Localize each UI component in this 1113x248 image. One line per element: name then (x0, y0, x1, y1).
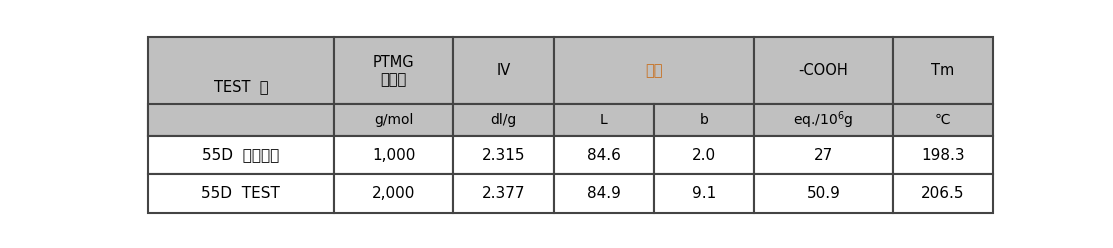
Bar (334, 104, 453, 136)
Bar (755, 174, 893, 213)
Bar (148, 174, 334, 213)
Text: 84.9: 84.9 (587, 186, 621, 201)
Text: 84.6: 84.6 (587, 148, 621, 163)
Text: Tm: Tm (932, 63, 955, 78)
Text: -COOH: -COOH (799, 63, 848, 78)
Bar (553, 136, 654, 174)
Bar (148, 104, 334, 136)
Bar (453, 37, 553, 104)
Bar (654, 174, 755, 213)
Text: 55D  정규제품: 55D 정규제품 (203, 148, 279, 163)
Bar (893, 104, 993, 136)
Bar (553, 37, 755, 104)
Bar (334, 136, 453, 174)
Text: 206.5: 206.5 (922, 186, 965, 201)
Text: 2.0: 2.0 (692, 148, 716, 163)
Bar (654, 136, 755, 174)
Bar (334, 37, 453, 104)
Bar (148, 136, 334, 174)
Text: 27: 27 (814, 148, 834, 163)
Text: 2,000: 2,000 (372, 186, 415, 201)
Bar (453, 104, 553, 136)
Text: 색상: 색상 (646, 63, 662, 78)
Text: 9.1: 9.1 (692, 186, 717, 201)
Bar (148, 37, 334, 136)
Text: IV: IV (496, 63, 511, 78)
Text: eq./10$^6$g: eq./10$^6$g (794, 109, 854, 131)
Text: dl/g: dl/g (491, 113, 516, 127)
Bar (453, 136, 553, 174)
Text: 2.315: 2.315 (482, 148, 525, 163)
Text: L: L (600, 113, 608, 127)
Bar (893, 37, 993, 104)
Bar (334, 174, 453, 213)
Text: b: b (700, 113, 709, 127)
Text: 198.3: 198.3 (922, 148, 965, 163)
Text: 50.9: 50.9 (807, 186, 840, 201)
Bar (893, 174, 993, 213)
Text: 1,000: 1,000 (372, 148, 415, 163)
Text: ℃: ℃ (935, 113, 951, 127)
Text: 2.377: 2.377 (482, 186, 525, 201)
Bar (755, 136, 893, 174)
Text: 55D  TEST: 55D TEST (201, 186, 280, 201)
Bar (553, 174, 654, 213)
Text: g/mol: g/mol (374, 113, 413, 127)
Bar (654, 104, 755, 136)
Bar (755, 104, 893, 136)
Bar (755, 37, 893, 104)
Bar (553, 104, 654, 136)
Text: TEST  명: TEST 명 (214, 79, 268, 94)
Bar (453, 174, 553, 213)
Text: PTMG
분자량: PTMG 분자량 (373, 55, 414, 87)
Bar (893, 136, 993, 174)
